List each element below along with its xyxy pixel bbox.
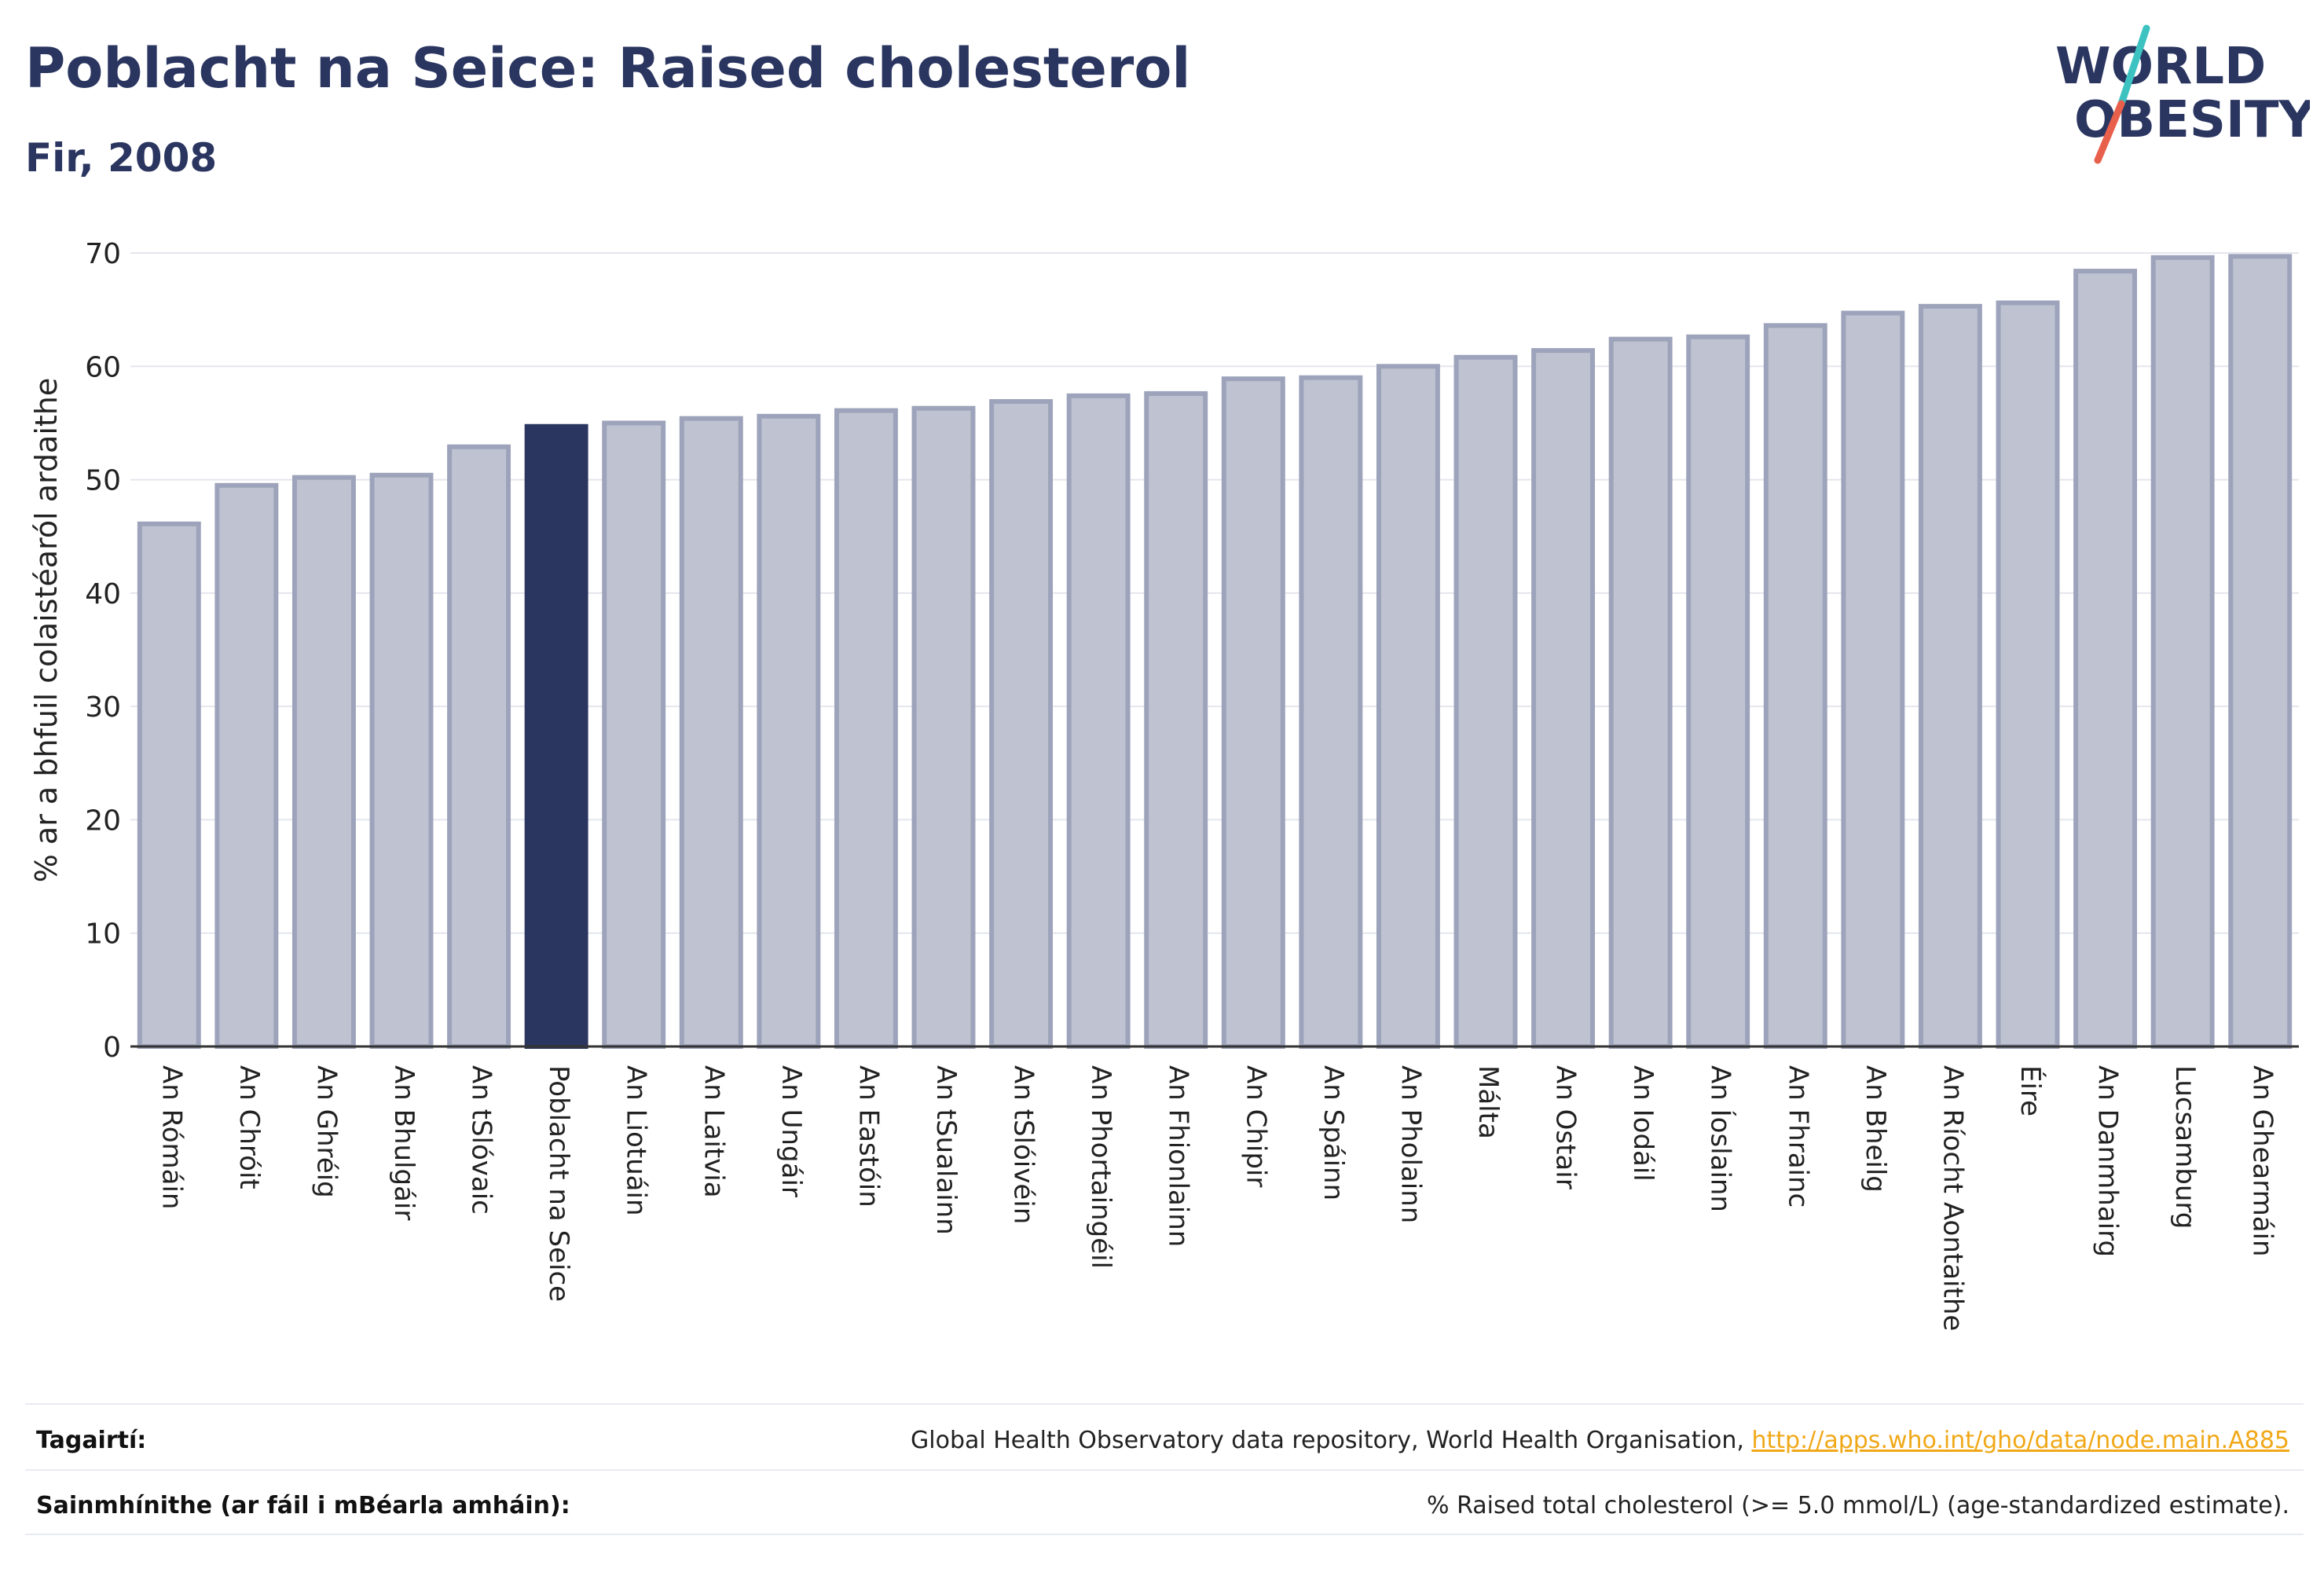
chart-title: Poblacht na Seice: Raised cholesterol bbox=[25, 36, 1191, 101]
x-tick-label: Éire bbox=[2014, 1065, 2047, 1116]
bar-10 bbox=[911, 405, 976, 1049]
references-value: Global Health Observatory data repositor… bbox=[911, 1427, 2289, 1454]
x-tick-label: An Liotuáin bbox=[621, 1065, 652, 1216]
x-tick-labels: An Rómáin An Chróit An Ghréig An Bhulgáir An… bbox=[156, 1065, 2278, 1331]
references-text: Global Health Observatory data repositor… bbox=[911, 1426, 1752, 1454]
x-tick-label: An Pholainn bbox=[1395, 1065, 1426, 1223]
bar-24 bbox=[1996, 300, 2060, 1049]
references-label: Tagairtí: bbox=[36, 1426, 147, 1454]
logo-slash-bottom bbox=[2094, 100, 2125, 164]
definitions-row: Sainmhínithe (ar fáil i mBéarla amháin):… bbox=[36, 1482, 2289, 1529]
x-tick-label: Málta bbox=[1472, 1065, 1504, 1139]
bar-12 bbox=[1066, 393, 1131, 1049]
y-tick-label: 60 bbox=[85, 351, 121, 383]
bar-13 bbox=[1144, 390, 1208, 1049]
x-tick-label: An Chipir bbox=[1240, 1065, 1271, 1187]
x-tick-label: An Ríocht Aontaithe bbox=[1937, 1065, 1968, 1331]
bar-15 bbox=[1299, 375, 1363, 1049]
bar-5 bbox=[524, 423, 588, 1049]
bar-16 bbox=[1376, 364, 1440, 1049]
bar-4 bbox=[447, 444, 511, 1049]
x-tick-label: An Chróit bbox=[233, 1065, 265, 1189]
bar-20 bbox=[1686, 334, 1750, 1049]
bar-1 bbox=[214, 482, 279, 1049]
definitions-value: % Raised total cholesterol (>= 5.0 mmol/… bbox=[1427, 1491, 2289, 1519]
y-tick-label: 10 bbox=[85, 918, 121, 951]
x-tick-label: An Fhionlainn bbox=[1163, 1065, 1194, 1247]
x-tick-label: An Fhrainc bbox=[1782, 1065, 1813, 1208]
bar-22 bbox=[1841, 310, 1905, 1049]
bar-14 bbox=[1221, 376, 1285, 1049]
x-tick-label: An Bhulgáir bbox=[388, 1065, 420, 1220]
footer-divider-bottom bbox=[25, 1534, 2304, 1535]
references-row: Tagairtí: Global Health Observatory data… bbox=[36, 1417, 2289, 1464]
x-tick-label: An Rómáin bbox=[156, 1065, 187, 1209]
bar-26 bbox=[2150, 255, 2215, 1049]
x-tick-label: An Laitvia bbox=[698, 1065, 729, 1198]
y-tick-label: 40 bbox=[85, 578, 121, 610]
x-tick-label: An tSlóvaic bbox=[466, 1065, 497, 1215]
x-tick-label: An Spáinn bbox=[1318, 1065, 1349, 1200]
y-tick-label: 0 bbox=[103, 1032, 121, 1064]
footer-divider-middle bbox=[25, 1469, 2304, 1471]
bar-2 bbox=[291, 475, 356, 1049]
y-tick-label: 30 bbox=[85, 691, 121, 724]
bar-25 bbox=[2073, 269, 2138, 1050]
footer-divider-top bbox=[25, 1403, 2304, 1405]
x-tick-label: An Iodáil bbox=[1627, 1065, 1659, 1182]
bar-3 bbox=[369, 472, 434, 1049]
x-tick-label: An Íoslainn bbox=[1705, 1065, 1737, 1212]
logo-word-world: WORLD bbox=[2055, 38, 2266, 96]
x-tick-label: An Ghréig bbox=[310, 1065, 342, 1198]
bar-11 bbox=[989, 399, 1054, 1049]
y-tick-labels: 0 10 20 30 40 50 60 70 bbox=[85, 238, 121, 1064]
bar-0 bbox=[137, 521, 201, 1049]
bar-23 bbox=[1918, 303, 1982, 1050]
x-tick-label: An tSualainn bbox=[930, 1065, 962, 1235]
x-tick-label: An tSlóivéin bbox=[1008, 1065, 1039, 1224]
world-obesity-logo: WORLD OBESITY bbox=[2055, 24, 2310, 164]
x-tick-label: Lucsamburg bbox=[2169, 1065, 2201, 1229]
x-tick-label: An Ghearmáin bbox=[2247, 1065, 2278, 1257]
bar-chart: 0 10 20 30 40 50 60 70 An Rómáin An Chróit An Ghr… bbox=[29, 238, 2299, 1331]
chart-subtitle: Fir, 2008 bbox=[25, 135, 218, 181]
bar-18 bbox=[1531, 348, 1596, 1050]
y-tick-label: 50 bbox=[85, 465, 121, 497]
x-tick-label: An Bheilg bbox=[1860, 1065, 1891, 1193]
bar-6 bbox=[602, 420, 666, 1049]
bar-19 bbox=[1608, 336, 1673, 1049]
y-tick-label: 70 bbox=[85, 238, 121, 270]
x-tick-label: An Phortaingéil bbox=[1085, 1065, 1116, 1269]
logo-slash-top bbox=[2117, 24, 2150, 108]
references-link[interactable]: http://apps.who.int/gho/data/node.main.A… bbox=[1751, 1426, 2289, 1454]
x-tick-label: An Ungáir bbox=[775, 1065, 807, 1197]
bar-27 bbox=[2228, 254, 2293, 1050]
y-tick-label: 20 bbox=[85, 804, 121, 837]
x-tick-label: An Eastóin bbox=[852, 1065, 884, 1208]
x-tick-label: An Ostair bbox=[1550, 1065, 1582, 1189]
y-axis-label: % ar a bhfuil colaistéaról ardaithe bbox=[29, 378, 64, 883]
x-tick-label: Poblacht na Seice bbox=[543, 1065, 574, 1302]
bar-9 bbox=[834, 408, 898, 1049]
x-tick-label: An Danmhairg bbox=[2092, 1065, 2124, 1257]
definitions-label: Sainmhínithe (ar fáil i mBéarla amháin): bbox=[36, 1491, 570, 1519]
bars bbox=[137, 254, 2293, 1050]
bar-17 bbox=[1453, 354, 1518, 1049]
bar-7 bbox=[679, 416, 743, 1049]
bar-21 bbox=[1763, 323, 1827, 1050]
bar-8 bbox=[757, 413, 821, 1049]
